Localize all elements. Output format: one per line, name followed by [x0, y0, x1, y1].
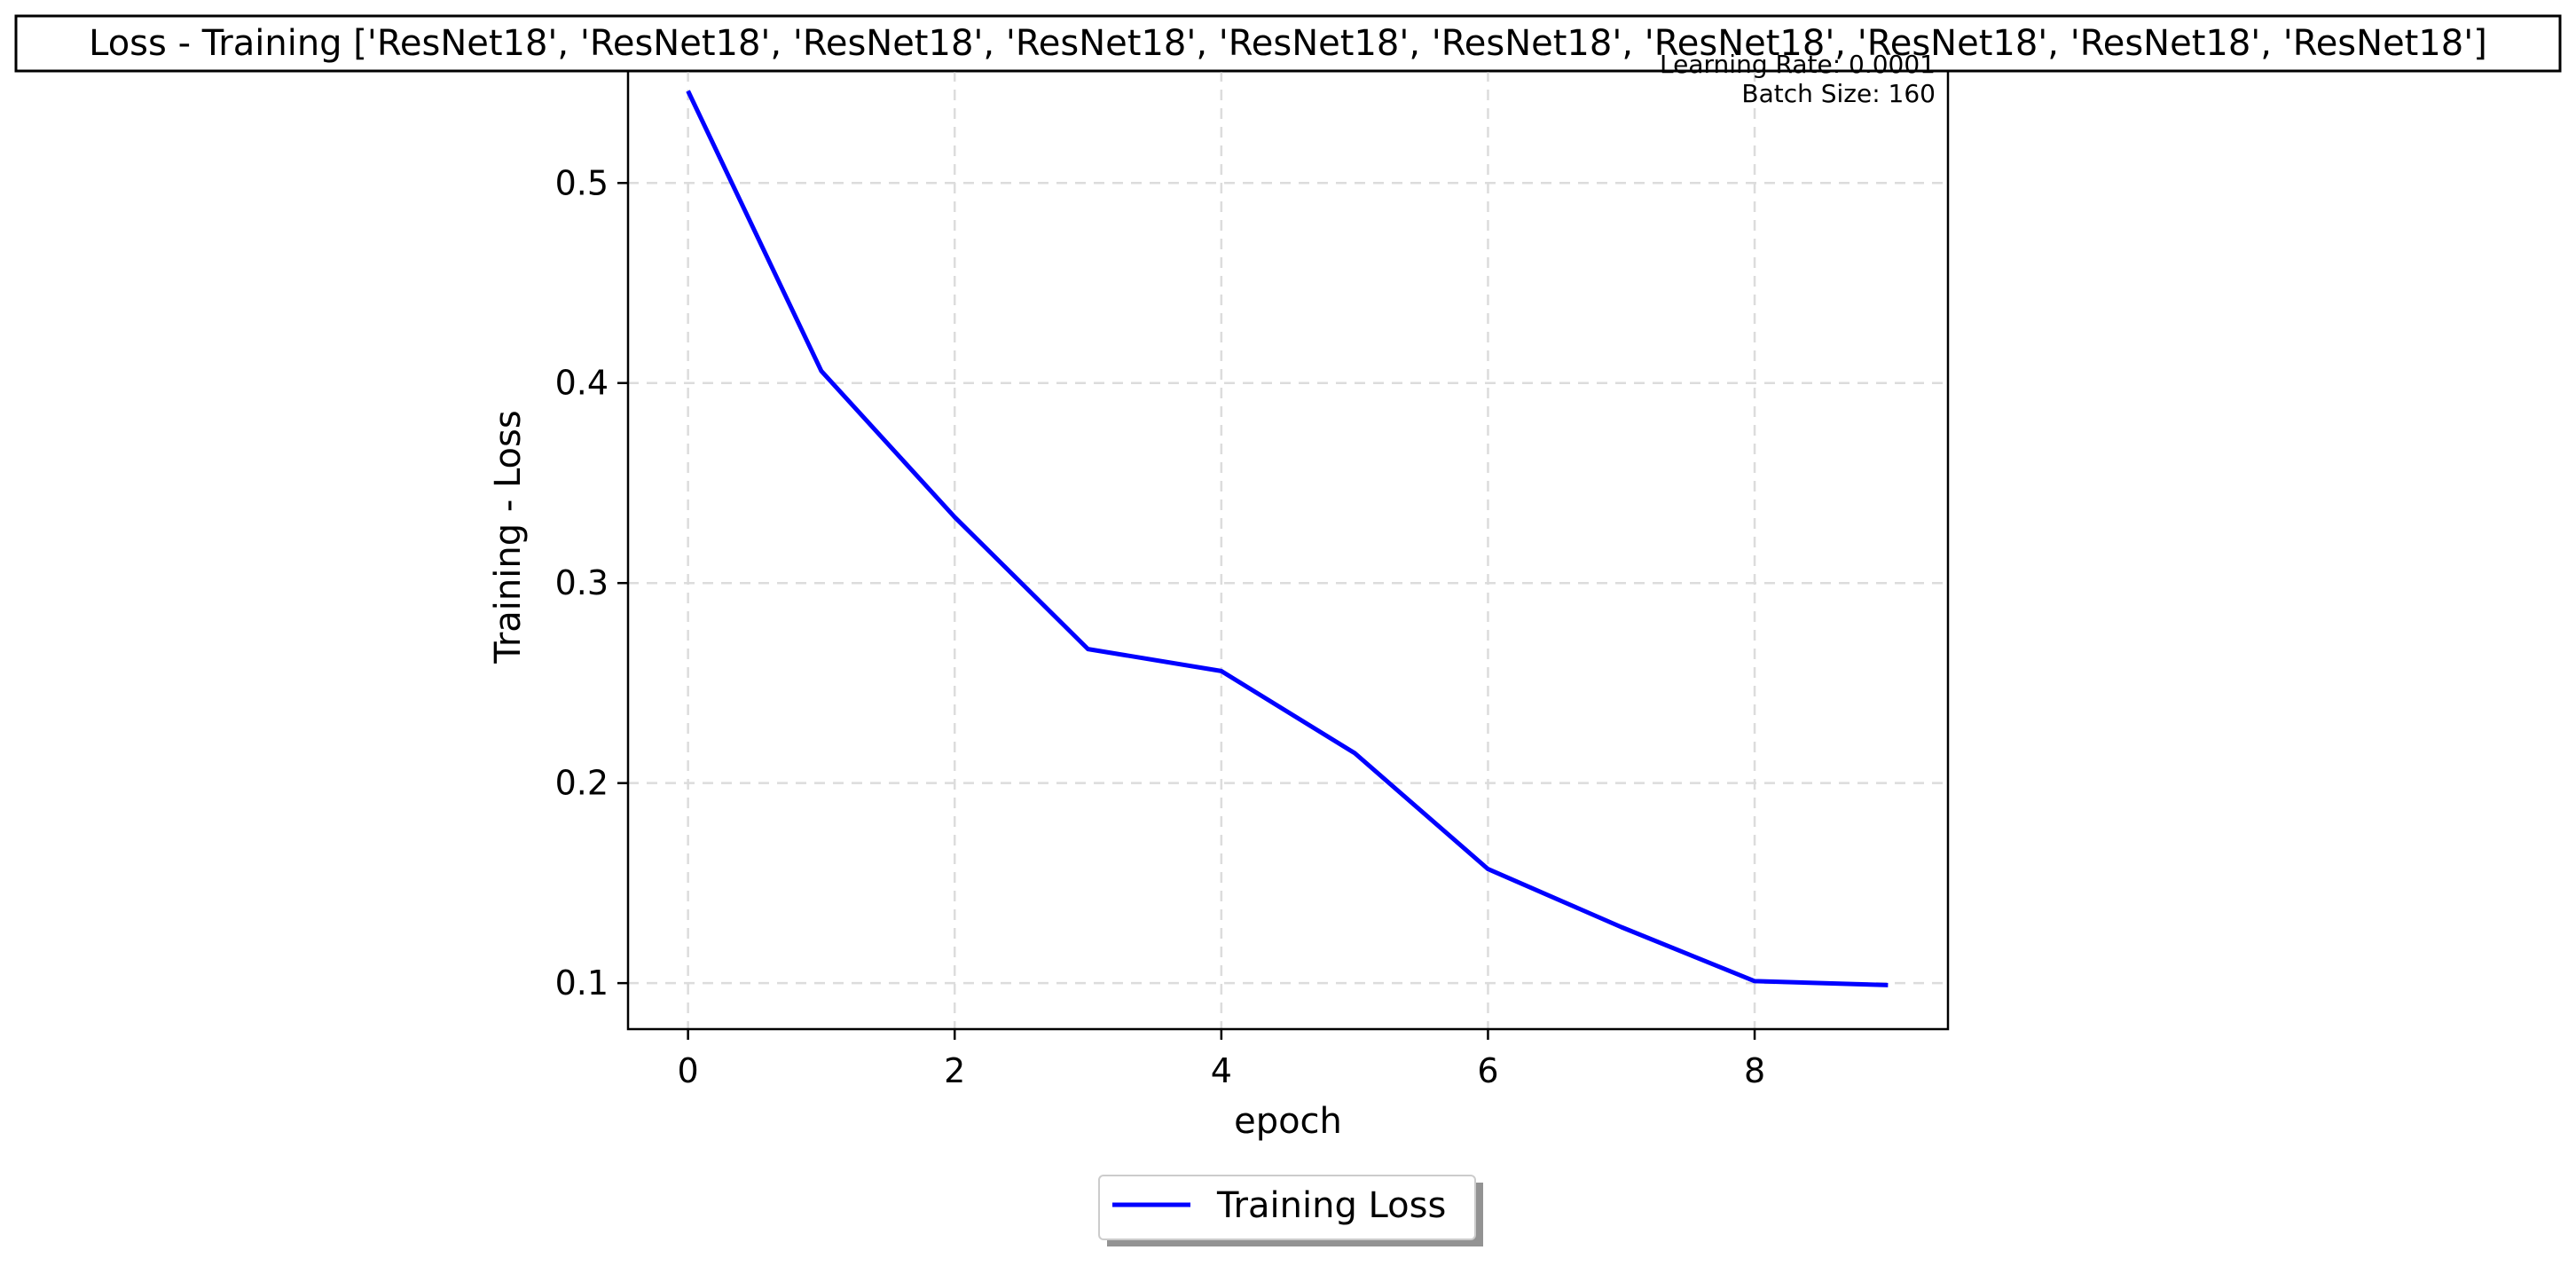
x-tick-label: 0	[678, 1051, 699, 1090]
x-tick-label: 6	[1477, 1051, 1498, 1090]
y-tick-label: 0.2	[555, 764, 609, 803]
plot-area-frame	[626, 69, 1950, 1031]
x-tick-label: 8	[1744, 1051, 1765, 1090]
axis-ticks: 0 2 4 6 8 0.1 0.2 0.3 0.4 0.5	[555, 163, 1766, 1090]
series-line-training-loss	[686, 90, 1889, 987]
y-tick-label: 0.3	[555, 563, 609, 602]
series-lines	[686, 90, 1889, 987]
y-tick-label: 0.4	[555, 364, 609, 403]
y-tick-label: 0.1	[555, 963, 609, 1003]
x-tick-label: 4	[1211, 1051, 1232, 1090]
y-tick-label: 0.5	[555, 163, 609, 202]
chart-title: Loss - Training ['ResNet18', 'ResNet18',…	[89, 23, 2487, 64]
legend-label-training-loss: Training Loss	[1216, 1185, 1446, 1226]
x-tick-label: 2	[944, 1051, 965, 1090]
title-box	[14, 14, 2562, 73]
learning-rate-annotation: Learning Rate: 0.0001	[1660, 50, 1936, 79]
batch-size-annotation: Batch Size: 160	[1741, 79, 1936, 108]
grid-lines	[628, 71, 1948, 1029]
legend: Training Loss	[1098, 1175, 1483, 1246]
legend-box	[1098, 1175, 1476, 1240]
y-axis-label: Training - Loss	[488, 410, 529, 664]
x-axis-label: epoch	[1234, 1101, 1342, 1142]
